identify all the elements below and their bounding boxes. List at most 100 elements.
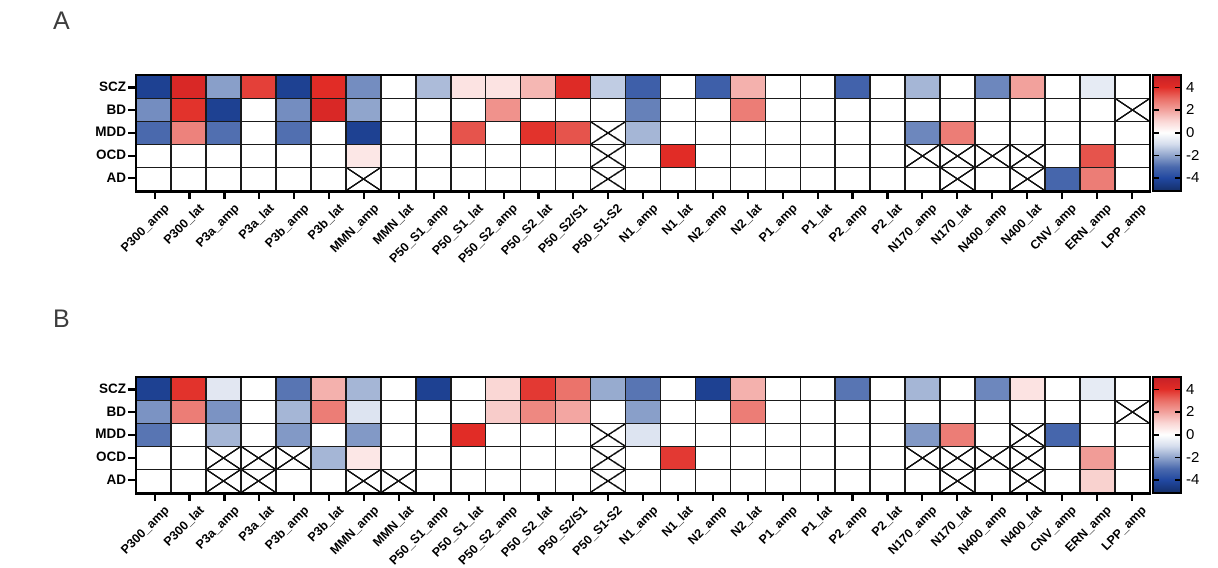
crossed-cell — [591, 168, 625, 190]
crossed-cell — [940, 145, 975, 167]
heatmap-cell — [241, 76, 276, 98]
heatmap-cell — [416, 447, 451, 469]
heatmap-cell — [905, 76, 940, 98]
heatmap-cell — [1045, 401, 1080, 423]
colorbar-tick — [1174, 154, 1180, 157]
heatmap-cell — [1010, 99, 1045, 121]
heatmap-cell — [661, 401, 695, 423]
heatmap-cell — [591, 378, 625, 400]
heatmap-cell — [416, 470, 451, 492]
heatmap-cell — [451, 424, 485, 446]
heatmap-cell — [731, 401, 765, 423]
colorbar-tick — [1154, 456, 1159, 459]
heatmap-cell — [835, 378, 870, 400]
heatmap-cell — [416, 145, 451, 167]
heatmap-cell — [1080, 122, 1115, 144]
heatmap-cell — [206, 76, 241, 98]
x-axis-tick — [572, 494, 575, 502]
heatmap-cell — [486, 378, 520, 400]
x-axis-tick — [258, 192, 261, 200]
crossed-cell — [940, 470, 975, 492]
x-axis-tick — [886, 494, 889, 502]
heatmap-cell — [556, 76, 590, 98]
heatmap-cell — [276, 99, 311, 121]
heatmap-cell — [521, 76, 555, 98]
heatmap-cell — [451, 145, 485, 167]
heatmap-cell — [835, 76, 870, 98]
heatmap-cell — [521, 168, 555, 190]
heatmap-cell — [626, 99, 660, 121]
y-axis-label: MDD — [95, 426, 126, 442]
heatmap-cell — [1010, 401, 1045, 423]
heatmap-cell — [801, 168, 835, 190]
heatmap-cell — [1045, 447, 1080, 469]
colorbar-tick-label: -4 — [1186, 169, 1200, 187]
crossed-cell — [241, 470, 276, 492]
heatmap-cell — [171, 424, 206, 446]
heatmap-cell — [1080, 470, 1115, 492]
crossed-cell — [1010, 447, 1045, 469]
y-axis-label: OCD — [96, 449, 126, 465]
y-axis-label: SCZ — [99, 79, 126, 95]
heatmap-cell — [696, 76, 730, 98]
crossed-cell — [1010, 424, 1045, 446]
colorbar-tick — [1174, 479, 1180, 481]
heatmap-cell — [766, 122, 800, 144]
colorbar-tick-label: 4 — [1186, 78, 1195, 96]
heatmap-cell — [381, 76, 416, 98]
heatmap-cell — [696, 99, 730, 121]
heatmap-cell — [731, 447, 765, 469]
heatmap-cell — [241, 99, 276, 121]
heatmap-cell — [731, 76, 765, 98]
heatmap-cell — [975, 424, 1010, 446]
x-axis-tick — [1095, 192, 1098, 200]
heatmap-cell — [835, 122, 870, 144]
heatmap-cell — [696, 378, 730, 400]
heatmap-cell — [556, 168, 590, 190]
heatmap-cell — [626, 168, 660, 190]
heatmap-cell — [626, 424, 660, 446]
colorbar-tick — [1154, 177, 1159, 179]
heatmap-cell — [940, 401, 975, 423]
heatmap-cell — [801, 145, 835, 167]
crossed-cell — [206, 447, 241, 469]
heatmap-cell — [241, 378, 276, 400]
heatmap-cell — [626, 145, 660, 167]
heatmap-cell — [905, 470, 940, 492]
heatmap-cell — [766, 447, 800, 469]
heatmap-cell — [451, 168, 485, 190]
heatmap-cell — [766, 424, 800, 446]
x-axis-tick — [258, 494, 261, 502]
heatmap-cell — [696, 168, 730, 190]
heatmap-cell — [626, 447, 660, 469]
colorbar-tick — [1174, 456, 1180, 459]
heatmap-cell — [1045, 378, 1080, 400]
heatmap-cell — [346, 447, 381, 469]
y-axis-tick — [128, 479, 135, 482]
heatmap-cell — [905, 99, 940, 121]
heatmap-cell — [731, 99, 765, 121]
heatmap-cell — [137, 122, 171, 144]
heatmap-cell — [171, 378, 206, 400]
heatmap-cell — [626, 76, 660, 98]
heatmap-cell — [311, 76, 346, 98]
x-axis-tick — [1095, 494, 1098, 502]
heatmap-cell — [486, 122, 520, 144]
heatmap-cell — [1080, 401, 1115, 423]
x-axis-tick — [328, 494, 331, 502]
crossed-cell — [905, 447, 940, 469]
heatmap-cell — [416, 122, 451, 144]
heatmap-cell — [486, 447, 520, 469]
heatmap-cell — [626, 470, 660, 492]
x-axis-label: P300_amp — [117, 502, 172, 557]
heatmap-cell — [1080, 424, 1115, 446]
heatmap-cell — [975, 122, 1010, 144]
heatmap-cell — [940, 99, 975, 121]
crossed-cell — [591, 470, 625, 492]
heatmap-cell — [137, 424, 171, 446]
heatmap-cell — [1115, 424, 1149, 446]
y-axis-tick — [128, 433, 135, 437]
x-axis-tick — [1025, 192, 1029, 200]
crossed-cell — [381, 470, 416, 492]
